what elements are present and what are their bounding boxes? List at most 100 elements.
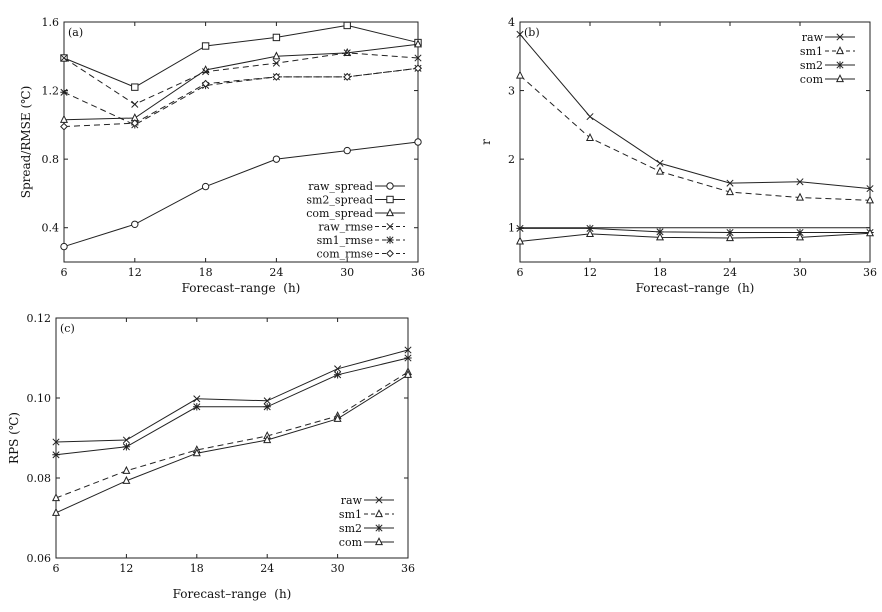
x-tick-label: 12 xyxy=(128,266,142,279)
x-tick-label: 30 xyxy=(331,562,345,575)
data-point-sm2 xyxy=(333,371,342,379)
series-line-sm2 xyxy=(55,357,409,456)
data-point-sm1 xyxy=(122,465,131,474)
data-point-com xyxy=(725,233,735,242)
legend-marker-sm1 xyxy=(835,46,845,55)
legend-marker-sm2_spread xyxy=(386,195,394,204)
x-tick-label: 24 xyxy=(260,562,274,575)
data-point-raw_rmse xyxy=(414,54,422,62)
plot-frame-b xyxy=(519,21,871,263)
panel-c: (c) Forecast–range (h) RPS (℃) 6 12 18 24 30… xyxy=(7,312,415,601)
data-point-raw xyxy=(263,397,271,405)
data-point-com xyxy=(122,475,131,484)
plot-frame-c xyxy=(55,317,409,559)
legend-label-com: com xyxy=(339,536,363,549)
data-point-sm2 xyxy=(52,451,60,459)
x-axis-label-a: Forecast–range (h) xyxy=(182,281,301,295)
y-tick-label: 0.12 xyxy=(27,312,52,325)
data-point-sm2_spread xyxy=(131,83,139,91)
data-point-raw_spread xyxy=(131,220,139,228)
x-axis-label-c: Forecast–range (h) xyxy=(173,587,292,601)
data-point-raw_spread xyxy=(414,138,422,146)
data-point-com_spread xyxy=(413,39,423,48)
series-line-sm2_spread xyxy=(63,24,419,88)
legend-label-sm2: sm2 xyxy=(339,522,362,535)
data-point-com_spread xyxy=(272,51,281,60)
data-point-raw_spread xyxy=(272,155,281,163)
data-point-raw_rmse xyxy=(202,68,210,76)
data-point-com_rmse xyxy=(130,119,139,128)
data-point-raw_rmse xyxy=(343,49,351,57)
data-point-sm2_spread xyxy=(272,33,281,42)
series-line-sm2 xyxy=(520,227,870,234)
series-line-raw_rmse xyxy=(63,52,419,105)
data-point-com_rmse xyxy=(414,64,422,73)
data-point-sm2 xyxy=(263,403,271,411)
data-point-sm1 xyxy=(725,187,735,196)
series-line-com_rmse xyxy=(63,67,419,128)
data-point-raw_rmse xyxy=(272,59,280,67)
series-line-raw xyxy=(55,349,409,443)
data-point-sm1 xyxy=(515,70,525,79)
legend-marker-sm2 xyxy=(375,524,383,532)
data-point-sm1_rmse xyxy=(60,88,68,96)
data-point-com_rmse xyxy=(343,72,352,81)
panel-label-c: (c) xyxy=(60,322,75,335)
legend-marker-sm2 xyxy=(836,61,844,69)
data-point-sm2 xyxy=(516,224,524,233)
y-tick-label: 1.6 xyxy=(42,16,60,29)
series-line-com xyxy=(519,232,871,242)
data-point-sm2_spread xyxy=(201,42,210,50)
data-point-sm2 xyxy=(122,443,131,451)
data-point-com xyxy=(865,228,875,237)
data-point-com xyxy=(51,507,61,516)
legend-label-com: com xyxy=(800,73,824,86)
panel-label-a: (a) xyxy=(68,26,83,39)
y-tick-label: 3 xyxy=(508,85,515,98)
data-point-com_rmse xyxy=(201,79,210,88)
x-axis-label-b: Forecast–range (h) xyxy=(636,281,755,295)
data-point-sm1 xyxy=(585,132,595,141)
data-point-raw_spread xyxy=(60,242,68,251)
legend-label-com_rmse: com_rmse xyxy=(316,248,373,261)
data-point-raw_spread xyxy=(201,182,210,191)
legend-marker-raw_rmse xyxy=(386,222,394,231)
x-tick-label: 30 xyxy=(340,266,354,279)
data-point-raw xyxy=(656,159,664,167)
x-tick-label: 6 xyxy=(61,266,68,279)
y-tick-label: 0.8 xyxy=(42,153,60,166)
x-tick-label: 24 xyxy=(723,266,737,279)
data-point-raw xyxy=(52,438,60,446)
legend-marker-com xyxy=(835,74,845,83)
legend-marker-sm1_rmse xyxy=(386,236,394,244)
legend-label-raw_rmse: raw_rmse xyxy=(318,221,373,234)
series-line-raw_spread xyxy=(63,141,419,248)
y-tick-label: 1 xyxy=(508,222,515,235)
series-line-com_spread xyxy=(63,43,419,121)
x-tick-label: 18 xyxy=(199,266,213,279)
x-tick-label: 24 xyxy=(269,266,283,279)
x-tick-label: 6 xyxy=(53,562,60,575)
data-point-com_spread xyxy=(201,65,210,74)
data-point-com xyxy=(585,228,595,237)
panel-b: (b) Forecast–range (h) r 6 12 18 24 30 361234… xyxy=(479,16,877,295)
x-tick-label: 12 xyxy=(119,562,133,575)
y-tick-label: 0.10 xyxy=(27,392,52,405)
data-point-com xyxy=(795,232,805,241)
data-point-sm2 xyxy=(193,403,201,411)
y-tick-label: 1.2 xyxy=(42,85,60,98)
data-point-raw xyxy=(866,185,874,193)
legend-marker-raw_spread xyxy=(386,182,394,190)
y-axis-label-b: r xyxy=(479,139,493,145)
legend-label-com_spread: com_spread xyxy=(306,207,373,220)
legend-marker-raw xyxy=(375,496,383,504)
x-tick-label: 6 xyxy=(517,266,524,279)
series-line-raw xyxy=(519,34,871,190)
legend-marker-sm1 xyxy=(374,509,384,518)
legend-label-sm1: sm1 xyxy=(339,508,362,521)
y-axis-label-c: RPS (℃) xyxy=(7,412,21,464)
data-point-sm1 xyxy=(865,195,875,204)
legend-marker-com xyxy=(374,537,384,546)
y-tick-label: 0.08 xyxy=(27,472,52,485)
